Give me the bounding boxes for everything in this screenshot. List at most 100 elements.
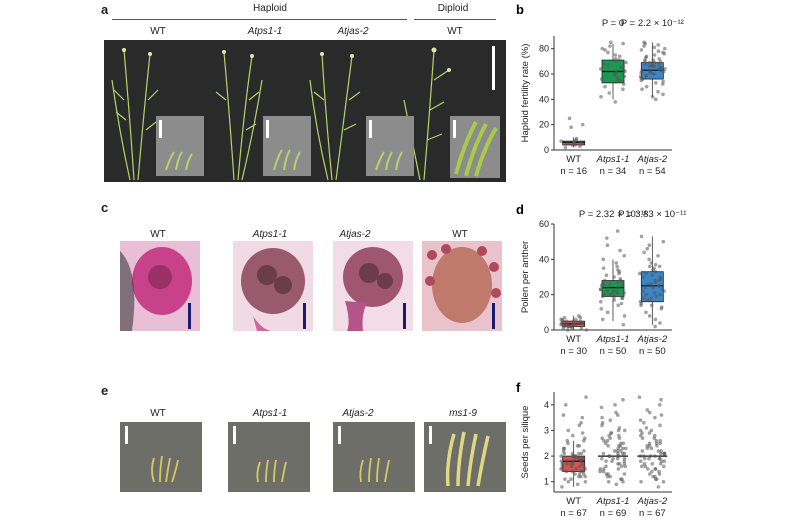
data-point <box>658 321 662 325</box>
y-tick-label: 40 <box>539 254 549 264</box>
data-point <box>600 317 605 322</box>
data-point <box>650 469 654 474</box>
data-point <box>621 322 626 327</box>
data-point <box>654 294 658 299</box>
data-point <box>608 44 612 48</box>
data-point <box>618 248 622 253</box>
data-point <box>567 116 572 121</box>
data-point <box>640 87 644 91</box>
data-point <box>661 79 665 84</box>
y-axis-label: Pollen per anther <box>520 241 531 313</box>
panel-c-label-atjas2: Atjas-2 <box>339 229 371 240</box>
data-point <box>638 74 643 79</box>
data-point <box>579 451 584 456</box>
data-point <box>654 477 659 481</box>
data-point <box>599 307 604 311</box>
data-point <box>574 467 578 471</box>
plant-stems <box>111 49 450 181</box>
data-point <box>581 464 586 469</box>
data-point <box>608 474 612 479</box>
data-point <box>637 271 642 276</box>
data-point <box>600 420 605 425</box>
data-point <box>559 139 563 143</box>
category-label: Atps1-1 <box>596 154 630 165</box>
data-point <box>601 469 606 474</box>
silique-photo-atps1 <box>228 422 310 492</box>
data-point <box>621 87 625 91</box>
data-point <box>598 67 603 71</box>
data-point <box>612 298 617 302</box>
data-point <box>661 50 665 55</box>
data-point <box>640 464 644 469</box>
silique-photo-ms1-9 <box>424 422 506 492</box>
data-point <box>622 254 627 258</box>
data-point <box>646 298 650 302</box>
data-point <box>608 292 612 297</box>
data-point <box>559 467 563 471</box>
data-point <box>598 467 603 471</box>
data-point <box>653 269 658 274</box>
p-value-label: P = 2.2 × 10⁻¹² <box>621 18 684 29</box>
data-point <box>649 296 654 300</box>
data-point <box>620 296 625 300</box>
data-point <box>606 50 610 55</box>
data-point <box>647 431 652 435</box>
data-point <box>656 449 661 453</box>
plant-flowers <box>122 47 451 72</box>
data-point <box>617 54 622 59</box>
data-point <box>653 467 658 471</box>
data-point <box>621 68 626 72</box>
data-point <box>584 328 589 332</box>
data-point <box>577 474 581 479</box>
y-tick-label: 0 <box>544 325 549 335</box>
y-tick-label: 20 <box>539 120 549 130</box>
data-point <box>562 446 567 451</box>
data-point <box>662 459 667 464</box>
haploid-group-line <box>112 19 407 20</box>
data-point <box>656 62 661 66</box>
data-point <box>647 314 652 318</box>
data-point <box>570 451 575 456</box>
data-point <box>658 441 662 446</box>
data-point <box>647 441 652 446</box>
data-point <box>621 41 625 46</box>
data-point <box>613 53 618 57</box>
data-point <box>658 456 662 461</box>
data-point <box>607 433 611 438</box>
category-label: WT <box>566 334 581 345</box>
data-point <box>621 64 626 69</box>
data-point <box>651 474 655 479</box>
y-axis-label: Seeds per silique <box>520 406 531 479</box>
data-point <box>647 257 651 262</box>
data-point <box>643 285 647 290</box>
data-point <box>653 291 657 295</box>
data-point <box>577 423 582 428</box>
data-point <box>614 410 618 415</box>
data-point <box>638 418 643 423</box>
data-point <box>619 449 623 453</box>
anther-photo-atjas2 <box>333 241 413 331</box>
data-point <box>607 91 612 95</box>
y-tick-label: 20 <box>539 290 549 300</box>
panel-a-plant-photo <box>104 40 506 182</box>
data-point <box>656 254 660 258</box>
data-point <box>602 438 606 443</box>
y-tick-label: 1 <box>544 477 549 487</box>
data-point <box>608 418 613 423</box>
data-point <box>580 431 585 435</box>
data-point <box>645 444 649 448</box>
data-point <box>583 479 588 484</box>
panel-c-label-wt: WT <box>150 229 166 240</box>
data-point <box>614 289 619 293</box>
panel-letter-b: b <box>516 2 524 17</box>
data-point <box>619 301 624 306</box>
data-point <box>652 45 657 50</box>
data-point <box>649 282 654 286</box>
data-point <box>580 122 585 127</box>
data-point <box>658 403 662 407</box>
data-point <box>650 64 655 69</box>
data-point <box>610 459 614 464</box>
data-point <box>656 43 660 47</box>
data-point <box>648 60 652 65</box>
panel-letter-a: a <box>101 2 109 17</box>
